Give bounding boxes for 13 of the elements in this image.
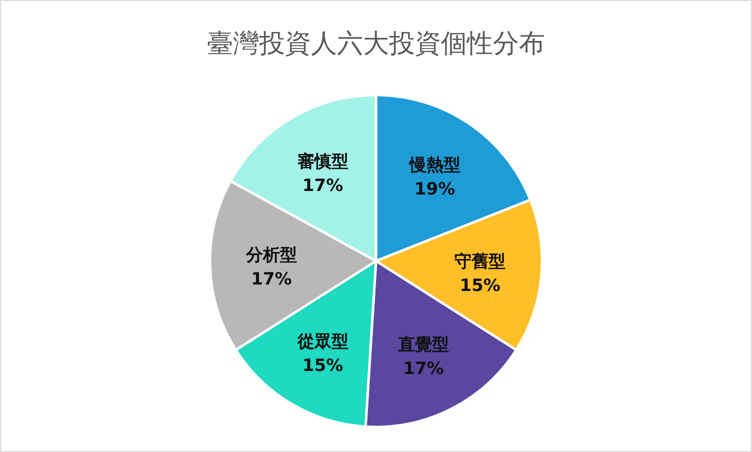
data-label: 19%: [414, 180, 456, 200]
data-label: 17%: [403, 359, 444, 380]
data-label: 17%: [251, 269, 292, 290]
slice-label: 守舊型: [454, 252, 506, 272]
data-label: 17%: [302, 176, 344, 196]
slice-label: 分析型: [244, 245, 297, 266]
slice-label: 審慎型: [296, 152, 348, 172]
chart-title: 臺灣投資人六大投資個性分布: [207, 29, 545, 59]
slice-label: 慢熱型: [408, 156, 460, 176]
slice-label: 直覺型: [396, 335, 449, 356]
data-label: 15%: [302, 356, 344, 376]
slice-label: 從眾型: [296, 332, 348, 352]
data-label: 15%: [460, 276, 500, 296]
